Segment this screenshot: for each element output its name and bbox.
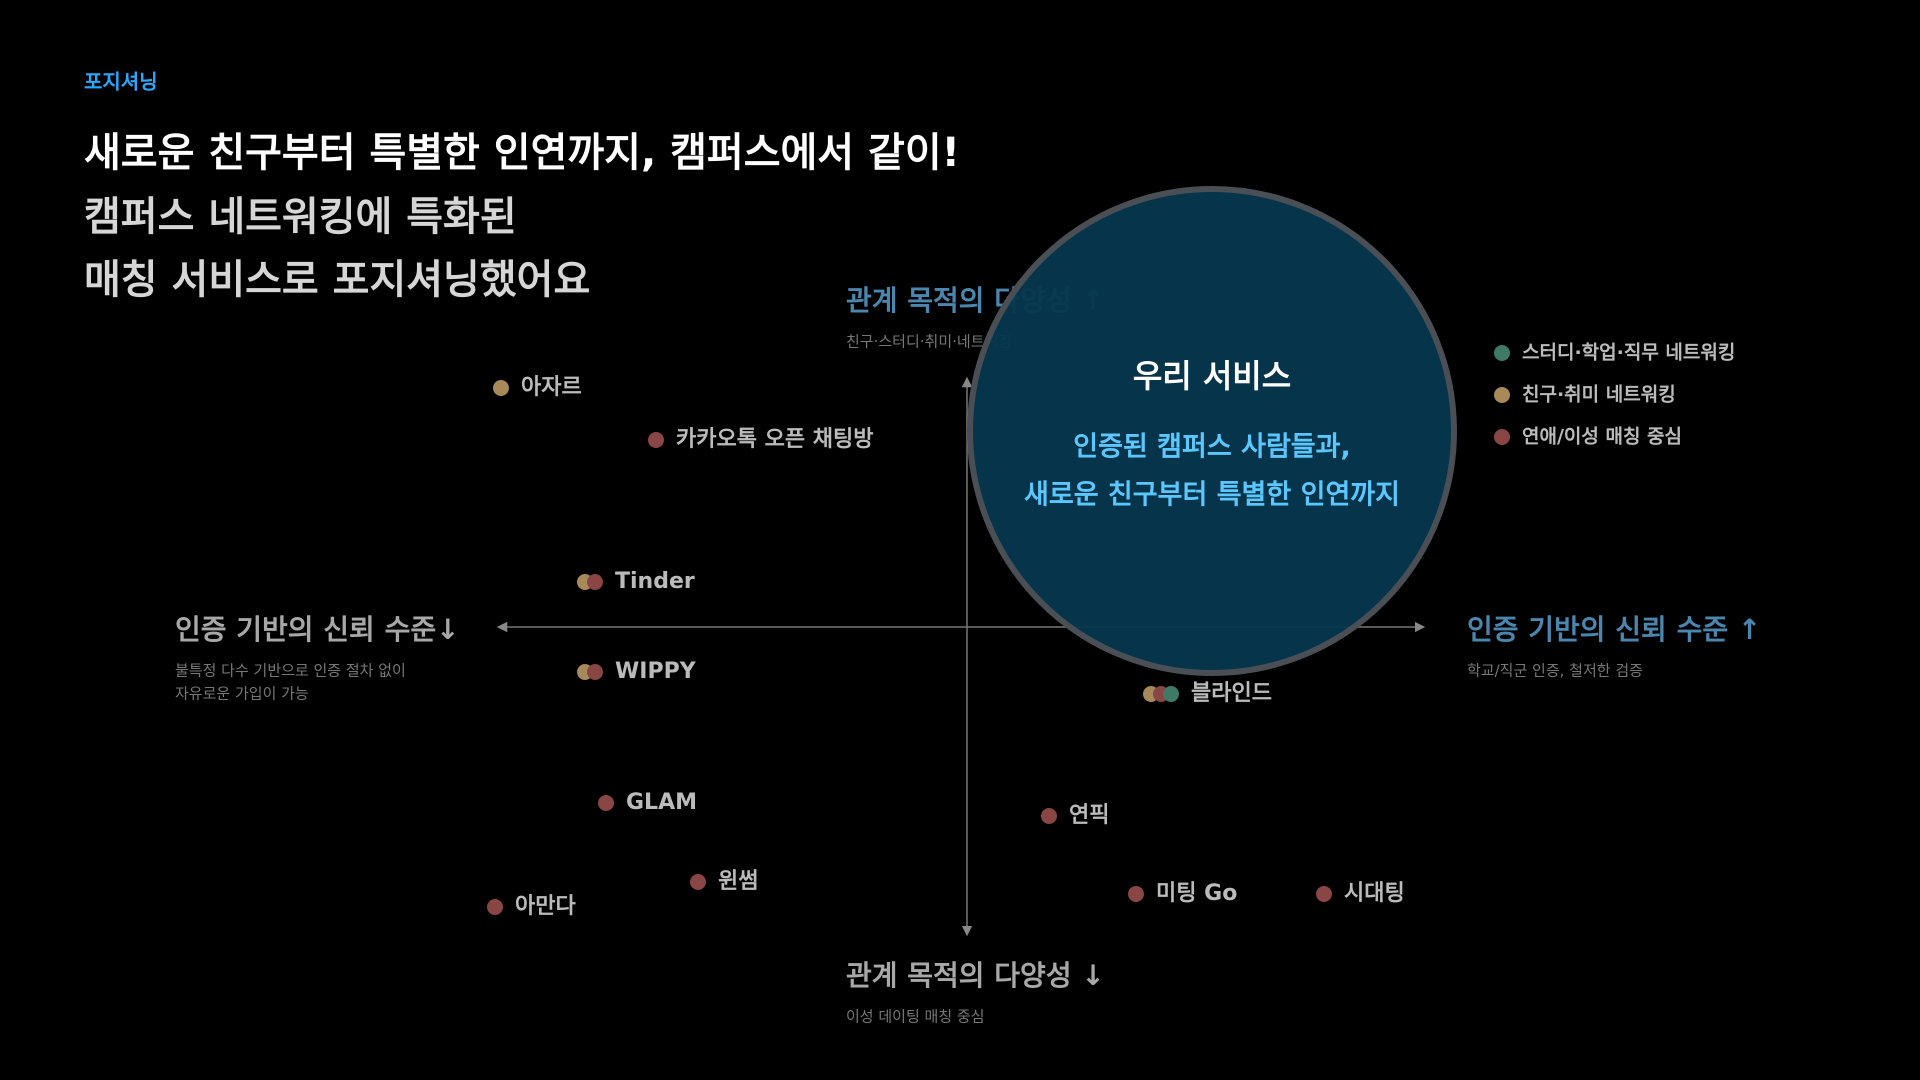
axis-sub: 친구·스터디·취미·네트워킹 — [846, 333, 1012, 351]
legend-label: 스터디·학업·직무 네트워킹 — [1522, 342, 1735, 364]
point-dot — [487, 899, 503, 915]
point-dot — [1316, 886, 1332, 902]
point-label: 카카오톡 오픈 채팅방 — [676, 427, 873, 452]
point-dot — [1128, 886, 1144, 902]
point-label: 연픽 — [1069, 803, 1109, 828]
axis-sub: 자유로운 가입이 가능 — [175, 685, 309, 703]
point-label: 블라인드 — [1191, 681, 1272, 706]
point-label: 아자르 — [521, 375, 582, 400]
point-dot — [493, 380, 509, 396]
point-label: 아만다 — [515, 894, 576, 919]
highlight-circle — [967, 186, 1457, 676]
point-label: Tinder — [615, 569, 695, 594]
point-dot — [1041, 808, 1057, 824]
axis-label: 관계 목적의 다양성 ↓ — [846, 959, 1105, 992]
point-label: 미팅 Go — [1156, 881, 1237, 906]
title-line: 캠퍼스 네트워킹에 특화된 — [84, 194, 517, 240]
legend-label: 친구·취미 네트워킹 — [1522, 384, 1676, 406]
point-dot — [598, 795, 614, 811]
point-label: 윈썸 — [718, 869, 758, 894]
point-label: WIPPY — [615, 659, 697, 684]
highlight-line: 인증된 캠퍼스 사람들과, — [1073, 432, 1350, 463]
point-dot — [587, 574, 603, 590]
axis-sub: 이성 데이팅 매칭 중심 — [846, 1008, 985, 1026]
legend-dot — [1494, 345, 1510, 361]
legend-dot — [1494, 429, 1510, 445]
point-label: 시대팅 — [1344, 881, 1405, 906]
legend-dot — [1494, 387, 1510, 403]
title-line: 매칭 서비스로 포지셔닝했어요 — [84, 257, 590, 303]
axis-sub: 불특정 다수 기반으로 인증 절차 없이 — [175, 662, 406, 680]
highlight-title: 우리 서비스 — [1133, 357, 1291, 395]
eyebrow: 포지셔닝 — [84, 70, 158, 94]
point-dot — [587, 664, 603, 680]
point-dot — [690, 874, 706, 890]
point-dot — [1163, 686, 1179, 702]
title-line: 새로운 친구부터 특별한 인연까지, 캠퍼스에서 같이! — [84, 130, 960, 176]
legend-label: 연애/이성 매칭 중심 — [1522, 426, 1682, 448]
highlight-line: 새로운 친구부터 특별한 인연까지 — [1024, 480, 1400, 511]
point-label: GLAM — [626, 790, 697, 815]
point-dot — [648, 432, 664, 448]
axis-label: 인증 기반의 신뢰 수준↓ — [175, 613, 460, 646]
axis-label: 인증 기반의 신뢰 수준 ↑ — [1467, 613, 1761, 646]
axis-sub: 학교/직군 인증, 철저한 검증 — [1467, 662, 1643, 680]
